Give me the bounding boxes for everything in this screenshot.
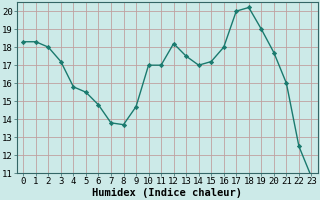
X-axis label: Humidex (Indice chaleur): Humidex (Indice chaleur) (92, 188, 242, 198)
